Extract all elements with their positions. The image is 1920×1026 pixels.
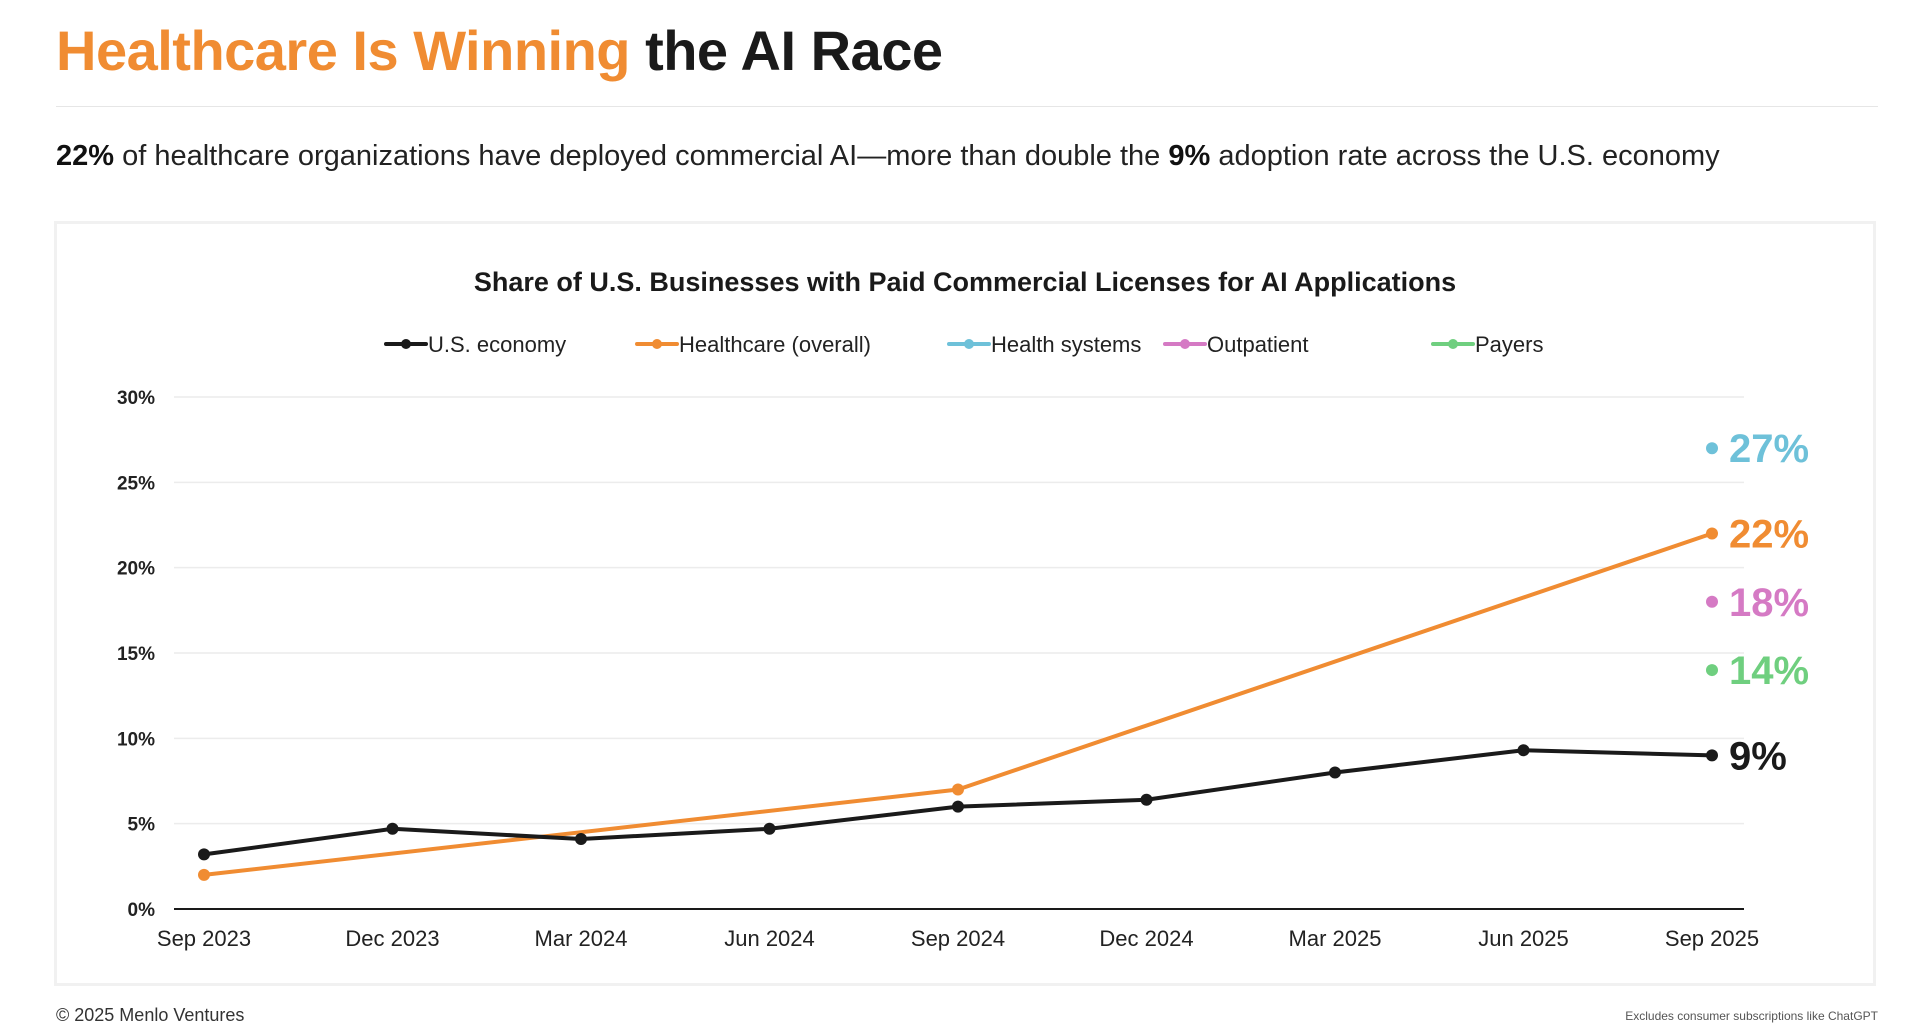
subtitle-mid-value: 9% bbox=[1168, 140, 1211, 172]
legend-marker bbox=[652, 339, 662, 349]
chart-legend: U.S. economy Healthcare (overall) Health s… bbox=[384, 332, 1543, 357]
legend-label: Payers bbox=[1475, 332, 1543, 357]
data-point bbox=[1517, 744, 1530, 757]
series-healthcare-overall bbox=[198, 527, 1718, 881]
data-point bbox=[575, 833, 587, 846]
legend-marker bbox=[1180, 339, 1190, 349]
y-tick-label: 20% bbox=[117, 559, 155, 580]
chart-grid bbox=[174, 396, 1744, 825]
end-label-health-systems: 27% bbox=[1729, 427, 1809, 471]
data-point bbox=[952, 800, 964, 813]
line-chart: Share of U.S. Businesses with Paid Comme… bbox=[117, 267, 1809, 951]
data-point bbox=[763, 822, 776, 835]
x-tick-label: Mar 2025 bbox=[1289, 926, 1382, 951]
end-label-u-s-economy: 9% bbox=[1729, 734, 1787, 778]
subtitle-text-1: of healthcare organizations have deploye… bbox=[122, 140, 1161, 172]
page-title-accent: Healthcare Is Winning bbox=[56, 19, 631, 82]
y-tick-label: 0% bbox=[128, 900, 156, 921]
subtitle-lead-value: 22% bbox=[56, 140, 115, 172]
legend-label: U.S. economy bbox=[428, 332, 566, 357]
legend-item-healthcare-overall: Healthcare (overall) bbox=[635, 332, 871, 357]
data-point bbox=[952, 783, 964, 796]
data-point bbox=[1706, 664, 1718, 677]
y-tick-label: 15% bbox=[117, 644, 155, 665]
x-tick-label: Jun 2024 bbox=[724, 926, 815, 951]
x-tick-label: Dec 2024 bbox=[1099, 926, 1193, 951]
y-tick-label: 10% bbox=[117, 729, 155, 750]
series-health-systems bbox=[1706, 442, 1718, 455]
legend-marker bbox=[401, 339, 411, 349]
x-tick-label: Sep 2025 bbox=[1665, 926, 1759, 951]
y-tick-label: 30% bbox=[117, 388, 155, 409]
data-point bbox=[1706, 442, 1718, 455]
x-tick-label: Jun 2025 bbox=[1478, 926, 1569, 951]
series-u-s-economy bbox=[198, 744, 1718, 861]
legend-label: Health systems bbox=[991, 332, 1141, 357]
end-label-outpatient: 18% bbox=[1729, 581, 1809, 625]
x-tick-label: Dec 2023 bbox=[345, 926, 439, 951]
legend-label: Healthcare (overall) bbox=[679, 332, 871, 357]
legend-item-health-systems: Health systems bbox=[947, 332, 1141, 357]
x-tick-label: Sep 2023 bbox=[157, 926, 251, 951]
y-tick-label: 25% bbox=[117, 473, 155, 494]
end-label-healthcare-overall: 22% bbox=[1729, 513, 1809, 557]
end-label-payers: 14% bbox=[1729, 649, 1809, 693]
page-title-rest: the AI Race bbox=[645, 19, 943, 82]
footnote: Excludes consumer subscriptions like Cha… bbox=[1625, 1009, 1878, 1023]
legend-item-outpatient: Outpatient bbox=[1163, 332, 1309, 357]
legend-label: Outpatient bbox=[1207, 332, 1309, 357]
legend-marker bbox=[964, 339, 974, 349]
data-point bbox=[1140, 793, 1153, 806]
subtitle-text-2: adoption rate across the U.S. economy bbox=[1218, 140, 1720, 172]
x-tick-label: Sep 2024 bbox=[911, 926, 1005, 951]
legend-item-payers: Payers bbox=[1431, 332, 1543, 357]
chart-title: Share of U.S. Businesses with Paid Comme… bbox=[474, 267, 1456, 297]
legend-item-u-s-economy: U.S. economy bbox=[384, 332, 566, 357]
end-labels: 9% 22% 27% 18% 14% bbox=[1729, 427, 1809, 778]
data-point bbox=[198, 868, 210, 881]
series-payers bbox=[1706, 664, 1718, 677]
x-tick-label: Mar 2024 bbox=[535, 926, 628, 951]
data-point bbox=[1706, 527, 1718, 540]
y-tick-label: 5% bbox=[128, 815, 156, 836]
data-point bbox=[1706, 749, 1718, 762]
data-point bbox=[1706, 595, 1718, 608]
header-divider bbox=[56, 106, 1878, 107]
page-title: Healthcare Is Winning the AI Race bbox=[56, 18, 943, 83]
x-axis: Sep 2023 Dec 2023 Mar 2024 Jun 2024 Sep 2024… bbox=[157, 908, 1759, 951]
y-axis: 0% 5% 10% 15% 20% 25% 30% bbox=[117, 388, 155, 921]
data-point bbox=[386, 822, 399, 835]
series-outpatient bbox=[1706, 595, 1718, 608]
copyright: © 2025 Menlo Ventures bbox=[56, 1005, 245, 1025]
page-subtitle: 22% of healthcare organizations have dep… bbox=[56, 140, 1720, 173]
chart-series bbox=[198, 442, 1718, 881]
data-point bbox=[1329, 766, 1341, 779]
legend-marker bbox=[1448, 339, 1458, 349]
data-point bbox=[198, 848, 210, 861]
